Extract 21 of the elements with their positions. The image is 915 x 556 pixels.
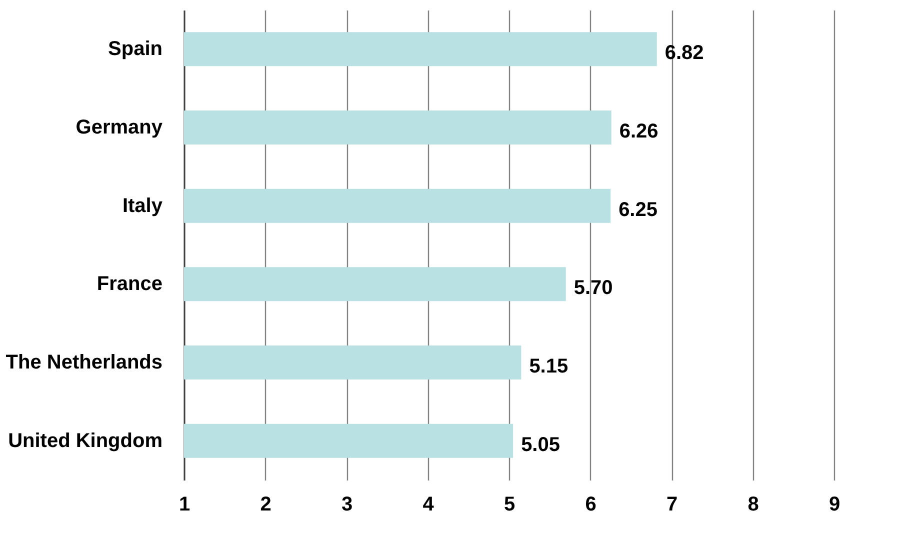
data-label: 6.26 [619, 120, 658, 142]
x-tick-label: 3 [341, 494, 353, 516]
data-label: 5.70 [574, 277, 613, 300]
x-tick-label: 4 [422, 494, 435, 516]
x-tick-label: 2 [260, 494, 272, 516]
x-tick-label: 8 [748, 494, 759, 516]
y-tick-label: The Netherlands [6, 352, 162, 374]
x-tick-label: 7 [666, 494, 678, 516]
y-tick-label: France [96, 273, 162, 296]
y-tick-label: Germany [76, 116, 164, 138]
y-tick-label: United Kingdom [8, 430, 162, 452]
data-label: 5.05 [521, 434, 560, 456]
y-tick-label: Spain [108, 38, 162, 60]
y-tick-label: Italy [122, 194, 164, 217]
data-label: 6.25 [618, 198, 658, 221]
x-tick-label: 9 [828, 494, 840, 516]
data-label: 5.15 [529, 356, 568, 378]
x-tick-label: 1 [178, 494, 190, 516]
x-tick-label: 5 [504, 494, 516, 516]
x-tick-label: 6 [585, 494, 596, 516]
data-label: 6.82 [664, 42, 704, 64]
